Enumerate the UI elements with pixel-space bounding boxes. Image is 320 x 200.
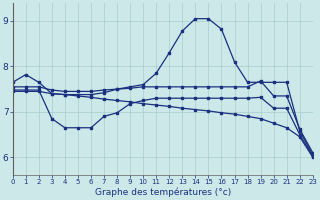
X-axis label: Graphe des températures (°c): Graphe des températures (°c) <box>95 188 231 197</box>
